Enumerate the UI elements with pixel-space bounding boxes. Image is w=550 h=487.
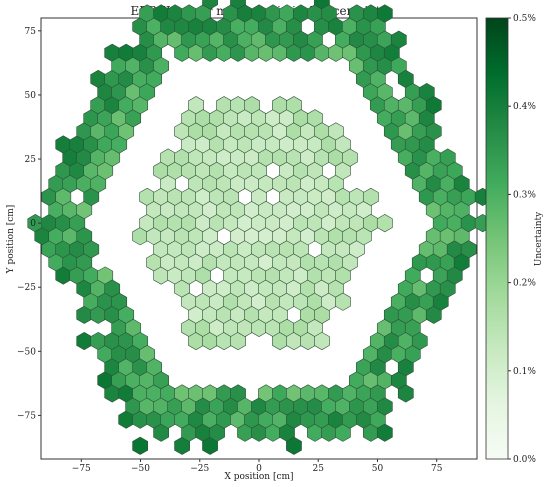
hex-cell: [153, 56, 169, 75]
x-tick-label: −50: [131, 464, 150, 474]
y-tick-label: −75: [17, 411, 36, 421]
hex-cell: [376, 214, 393, 233]
colorbar-tick-label: 0.5%: [513, 14, 536, 24]
colorbar: [485, 17, 509, 460]
hex-cell: [376, 397, 393, 416]
hex-cell: [376, 4, 393, 23]
x-tick-label: −25: [190, 464, 209, 474]
x-tick-label: 50: [372, 464, 384, 474]
y-axis-ticks: −75 −50 −25 0 25 50 75: [17, 27, 41, 421]
colorbar-tick-label: 0.4%: [513, 102, 536, 112]
colorbar-tick-label: 0.1%: [513, 367, 536, 377]
hex-cell: [425, 122, 442, 141]
y-tick-label: −50: [17, 347, 36, 357]
hex-cell: [397, 384, 414, 403]
x-tick-label: 75: [431, 464, 443, 474]
hex-cell: [362, 187, 379, 206]
hex-cell: [286, 436, 302, 455]
hex-cell: [132, 436, 149, 455]
x-tick-label: 0: [256, 464, 262, 474]
y-tick-label: −25: [17, 283, 36, 293]
x-tick-label: 25: [313, 464, 325, 474]
x-axis-label: X position [cm]: [224, 472, 293, 482]
colorbar-tick-label: 0.0%: [513, 455, 536, 465]
hex-cell: [376, 423, 393, 442]
y-tick-label: 75: [25, 27, 37, 37]
hex-cell: [202, 0, 218, 10]
x-axis-ticks: −75 −50 −25 0 25 50 75: [72, 459, 443, 474]
colorbar-tick-label: 0.3%: [513, 190, 536, 200]
hex-cell: [83, 240, 100, 259]
y-tick-label: 0: [30, 219, 36, 229]
hex-cell: [335, 292, 351, 311]
hex-cells: [27, 0, 491, 455]
hex-cell: [390, 30, 407, 49]
colorbar-tick-label: 0.2%: [513, 279, 536, 289]
hex-cell: [425, 96, 442, 115]
hex-cell: [342, 148, 358, 167]
hex-cell: [460, 240, 477, 259]
hex-cell: [411, 331, 428, 351]
hex-cell: [314, 331, 330, 351]
y-tick-label: 25: [25, 155, 37, 165]
y-axis-label: Y position [cm]: [6, 205, 16, 275]
colorbar-ticks: 0.0% 0.1% 0.2% 0.3% 0.4% 0.5%: [508, 14, 536, 465]
colorbar-label: Uncertainty: [534, 211, 544, 266]
x-tick-label: −75: [72, 464, 91, 474]
y-tick-label: 50: [25, 91, 37, 101]
